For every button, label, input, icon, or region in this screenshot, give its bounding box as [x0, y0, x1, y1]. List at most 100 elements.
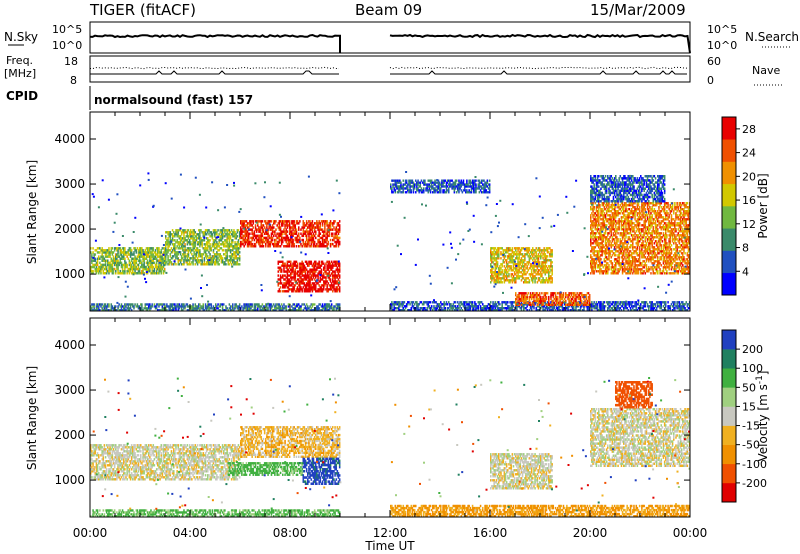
echo-cell	[278, 226, 281, 229]
echo-cell	[223, 309, 225, 311]
echo-cell	[123, 253, 125, 256]
echo-cell	[512, 277, 515, 280]
echo-cell	[644, 309, 647, 311]
echo-cell	[540, 303, 542, 306]
echo-cell	[412, 305, 415, 308]
echo-cell	[573, 295, 575, 299]
echo-cell	[174, 235, 176, 238]
echo-cell	[270, 238, 273, 242]
echo-cell	[494, 259, 497, 262]
echo-cell	[328, 278, 331, 281]
echo-cell	[278, 222, 281, 225]
echo-cell	[204, 253, 207, 256]
echo-cell	[523, 261, 525, 264]
echo-cell	[209, 303, 211, 306]
echo-cell	[279, 280, 282, 283]
echo-cell	[267, 242, 269, 246]
echo-cell	[540, 297, 542, 301]
echo-cell	[593, 307, 595, 310]
echo-cell	[328, 305, 331, 308]
echo-cell	[113, 249, 116, 252]
echo-cell	[551, 249, 553, 252]
echo-cell	[507, 265, 509, 268]
echo-cell	[533, 297, 535, 301]
echo-cell	[528, 273, 531, 276]
echo-cell	[194, 303, 197, 306]
echo-cell	[673, 303, 675, 306]
echo-cell	[163, 269, 166, 273]
echo-cell	[151, 305, 153, 308]
echo-cell	[190, 263, 192, 266]
echo-cell	[225, 259, 227, 262]
echo-cell	[471, 305, 474, 308]
echo-cell	[667, 305, 669, 308]
echo-cell	[312, 264, 315, 267]
echo-cell	[517, 269, 519, 272]
echo-cell	[435, 301, 438, 304]
echo-cell	[91, 269, 93, 273]
echo-cell	[311, 270, 314, 273]
echo-cell	[99, 251, 101, 254]
echo-cell	[184, 305, 186, 308]
echo-cell	[326, 280, 328, 283]
echo-cell	[641, 301, 643, 304]
echo-cell	[517, 301, 519, 304]
echo-cell	[293, 270, 295, 273]
echo-cell	[500, 257, 502, 260]
echo-cell	[138, 261, 141, 265]
echo-cell	[255, 240, 258, 244]
echo-cell	[205, 247, 208, 250]
echo-cell	[205, 237, 208, 240]
echo-cell	[116, 267, 118, 271]
echo-cell	[287, 282, 290, 285]
echo-cell	[393, 307, 395, 310]
echo-cell	[315, 286, 317, 289]
echo-cell	[267, 309, 269, 311]
echo-cell	[286, 224, 289, 227]
echo-cell	[520, 292, 523, 295]
echo-cell	[176, 305, 178, 308]
echo-cell	[527, 301, 530, 305]
echo-cell	[543, 281, 545, 284]
echo-cell	[183, 263, 185, 266]
echo-cell	[259, 245, 261, 248]
echo-cell	[549, 259, 551, 262]
echo-cell	[174, 245, 176, 248]
echo-cell	[315, 288, 317, 291]
echo-cell	[169, 259, 172, 262]
echo-cell	[113, 263, 116, 267]
echo-cell	[329, 288, 332, 291]
echo-cell	[326, 268, 328, 271]
echo-cell	[134, 247, 136, 250]
echo-cell	[279, 228, 282, 231]
echo-cell	[193, 309, 195, 311]
echo-cell	[166, 243, 168, 246]
echo-cell	[198, 229, 200, 232]
echo-cell	[187, 255, 190, 258]
echo-cell	[312, 266, 315, 269]
echo-cell	[309, 305, 311, 308]
echo-cell	[299, 276, 301, 279]
echo-cell	[492, 303, 494, 306]
echo-cell	[652, 305, 655, 308]
echo-cell	[684, 303, 686, 306]
echo-cell	[112, 309, 115, 311]
echo-cell	[300, 278, 302, 281]
echo-cell	[303, 242, 306, 246]
echo-cell	[159, 255, 161, 258]
echo-cell	[269, 245, 272, 248]
echo-cell	[268, 226, 270, 229]
echo-cell	[337, 274, 340, 277]
echo-cell	[492, 257, 494, 260]
echo-cell	[201, 259, 203, 262]
echo-cell	[288, 230, 291, 233]
echo-cell	[150, 261, 152, 265]
echo-cell	[111, 307, 114, 310]
echo-cell	[237, 263, 240, 266]
echo-cell	[259, 240, 261, 244]
echo-cell	[479, 305, 482, 308]
echo-cell	[186, 253, 189, 256]
echo-cell	[183, 245, 185, 248]
echo-cell	[309, 272, 311, 275]
echo-cell	[200, 229, 202, 232]
